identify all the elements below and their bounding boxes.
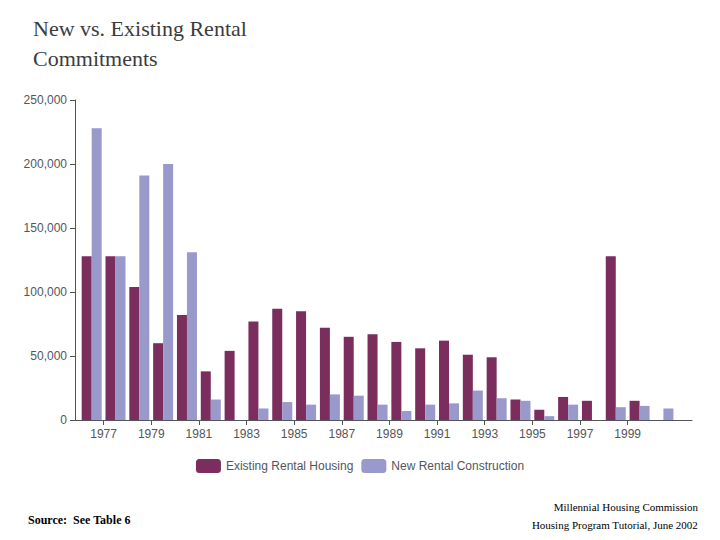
svg-text:1995: 1995 [519,427,546,441]
svg-text:100,000: 100,000 [24,285,68,299]
svg-text:1981: 1981 [186,427,213,441]
svg-text:1991: 1991 [424,427,451,441]
svg-text:Millennial Housing Commission: Millennial Housing Commission [554,501,699,513]
svg-text:250,000: 250,000 [24,93,68,107]
svg-text:1983: 1983 [233,427,260,441]
svg-text:Existing Rental Housing: Existing Rental Housing [226,459,353,473]
svg-text:1987: 1987 [328,427,355,441]
svg-text:1979: 1979 [138,427,165,441]
svg-text:0: 0 [60,413,67,427]
svg-text:1977: 1977 [90,427,117,441]
svg-text:50,000: 50,000 [30,349,67,363]
svg-text:Housing Program Tutorial, June: Housing Program Tutorial, June 2002 [532,519,698,531]
svg-text:1999: 1999 [614,427,641,441]
svg-text:1989: 1989 [376,427,403,441]
svg-text:150,000: 150,000 [24,221,68,235]
svg-text:1993: 1993 [471,427,498,441]
svg-text:New vs. Existing Rental: New vs. Existing Rental [33,16,247,41]
svg-text:Commitments: Commitments [33,46,158,71]
svg-text:1997: 1997 [567,427,594,441]
svg-text:200,000: 200,000 [24,157,68,171]
svg-text:New Rental Construction: New Rental Construction [391,459,524,473]
svg-text:Source: See Table 6: Source: See Table 6 [28,513,130,527]
svg-text:1985: 1985 [281,427,308,441]
